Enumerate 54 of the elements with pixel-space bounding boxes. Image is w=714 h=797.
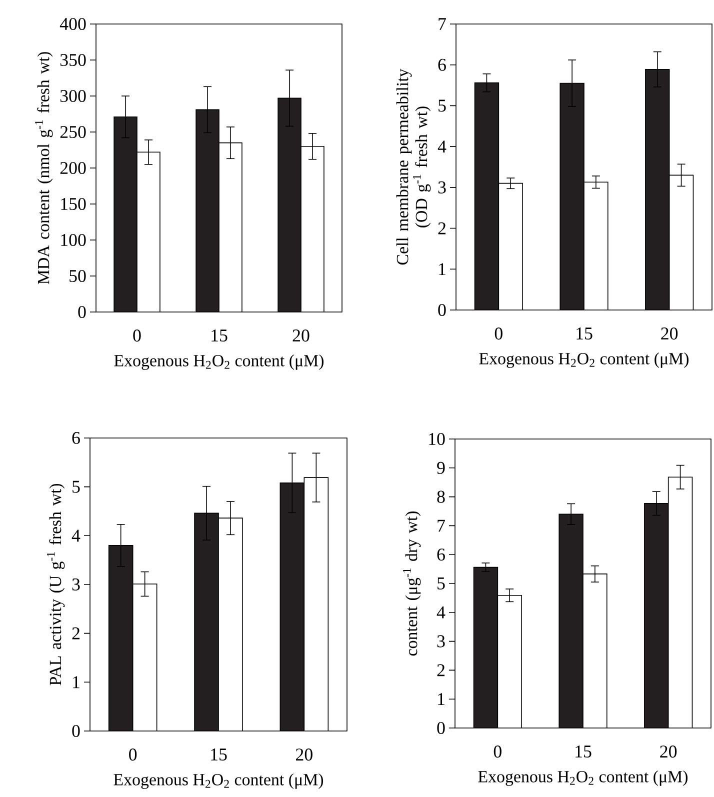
- y-tick-label: 2: [438, 222, 446, 234]
- y-tick-label: 150: [61, 198, 86, 210]
- y-axis-title: MDA content (nmol g$^{-1}$ fresh wt): [35, 52, 53, 284]
- y-axis-title: content (μg$^{-1}$ dry wt): [402, 512, 421, 656]
- x-tick-label: 0: [133, 330, 141, 342]
- y-tick-label: 7: [438, 18, 446, 30]
- x-tick-label: 20: [296, 748, 312, 761]
- y-tick-label: 200: [60, 162, 86, 174]
- x-tick-label: 0: [129, 748, 137, 761]
- y-tick-label: 0: [437, 722, 445, 734]
- y-tick-label: 7: [438, 520, 445, 532]
- y-tick-label: 1: [73, 676, 80, 688]
- x-tick-label: 15: [576, 328, 592, 340]
- y-tick-label: 5: [438, 100, 446, 112]
- x-tick-label: 15: [212, 330, 228, 342]
- y-axis-title: PAL activity (U g$^{-1}$ fresh wt): [46, 484, 65, 686]
- y-tick-label: 0: [438, 304, 446, 316]
- y-tick-label: 4: [438, 140, 446, 152]
- x-tick-label: 20: [660, 746, 677, 758]
- x-tick-label: 15: [211, 748, 227, 761]
- x-tick-label: 0: [494, 328, 502, 340]
- y-tick-label: 8: [437, 490, 445, 503]
- y-tick-label: 250: [60, 126, 86, 138]
- x-axis-title: Exogenous H$_{2}$O$_{2}$ content (μM): [114, 773, 324, 789]
- x-axis-title: Exogenous H$_{2}$O$_{2}$ content (μM): [114, 354, 324, 370]
- y-tick-label: 6: [437, 548, 445, 561]
- y-tick-label: 5: [438, 578, 445, 590]
- y-tick-label: 0: [78, 306, 86, 318]
- x-tick-label: 15: [576, 746, 592, 758]
- y-tick-label: 100: [61, 234, 86, 246]
- y-tick-label: 2: [437, 664, 444, 676]
- y-tick-label: 400: [60, 18, 86, 30]
- y-tick-label: 10: [429, 432, 445, 446]
- y-tick-label: 300: [60, 90, 86, 102]
- y-tick-label: 4: [72, 530, 80, 542]
- x-axis-title: Exogenous H$_{2}$O$_{2}$ content (μM): [479, 352, 689, 368]
- y-tick-label: 1: [439, 263, 446, 276]
- x-axis-title: Exogenous H$_{2}$O$_{2}$ content (μM): [478, 770, 688, 786]
- y-tick-label: 5: [72, 480, 80, 493]
- y-tick-label: 9: [437, 462, 445, 474]
- y-tick-label: 3: [72, 578, 80, 591]
- y-tick-label: 0: [72, 724, 80, 738]
- x-tick-label: 0: [494, 746, 502, 758]
- y-tick-label: 3: [438, 181, 446, 194]
- y-tick-label: 1: [438, 693, 444, 706]
- y-tick-label: 6: [438, 58, 446, 71]
- y-tick-label: 50: [70, 270, 86, 282]
- x-tick-label: 20: [292, 330, 310, 342]
- x-tick-label: 20: [661, 328, 678, 340]
- y-tick-label: 6: [72, 432, 80, 444]
- y-tick-label: 4: [436, 606, 446, 618]
- y-tick-label: 3: [437, 635, 445, 648]
- y-tick-label: 2: [72, 627, 80, 640]
- y-tick-label: 350: [60, 54, 86, 66]
